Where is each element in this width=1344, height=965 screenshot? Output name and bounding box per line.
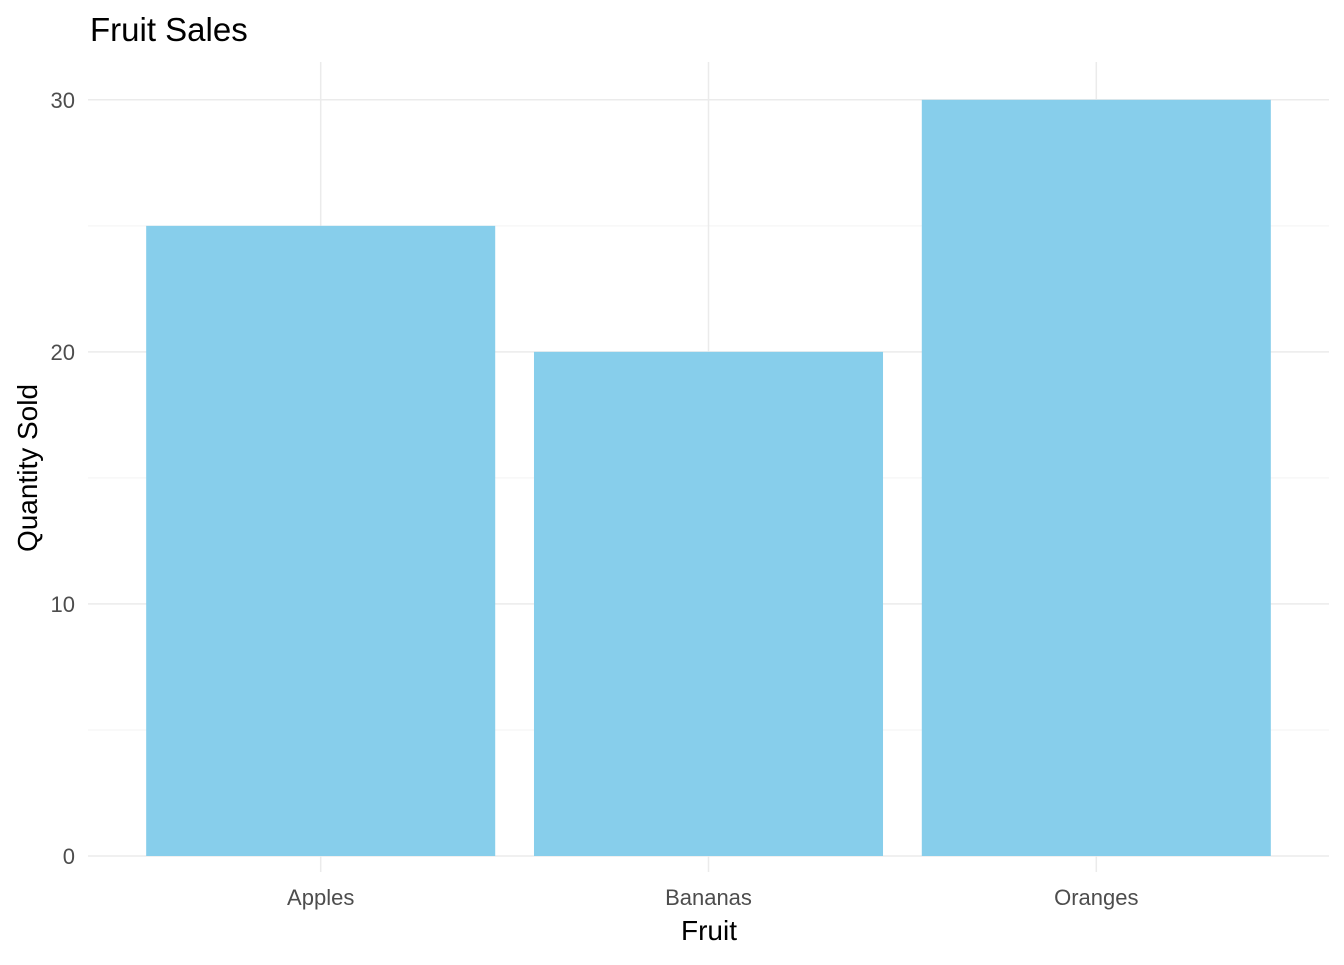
x-tick-label: Oranges	[1054, 885, 1138, 910]
y-axis-ticks: 0 10 20 30	[51, 88, 75, 869]
bars	[146, 99, 1271, 857]
bar-bananas	[533, 351, 884, 856]
x-tick-label: Apples	[287, 885, 354, 910]
y-tick-label: 0	[63, 844, 75, 869]
chart-title: Fruit Sales	[90, 11, 248, 48]
x-axis-ticks: Apples Bananas Oranges	[287, 885, 1138, 910]
x-axis-title: Fruit	[681, 915, 737, 946]
bar-oranges	[921, 99, 1271, 857]
y-axis-title: Quantity Sold	[12, 384, 43, 552]
y-tick-label: 10	[51, 592, 75, 617]
y-tick-label: 20	[51, 340, 75, 365]
bar-apples	[146, 225, 496, 857]
x-tick-label: Bananas	[665, 885, 752, 910]
y-tick-label: 30	[51, 88, 75, 113]
